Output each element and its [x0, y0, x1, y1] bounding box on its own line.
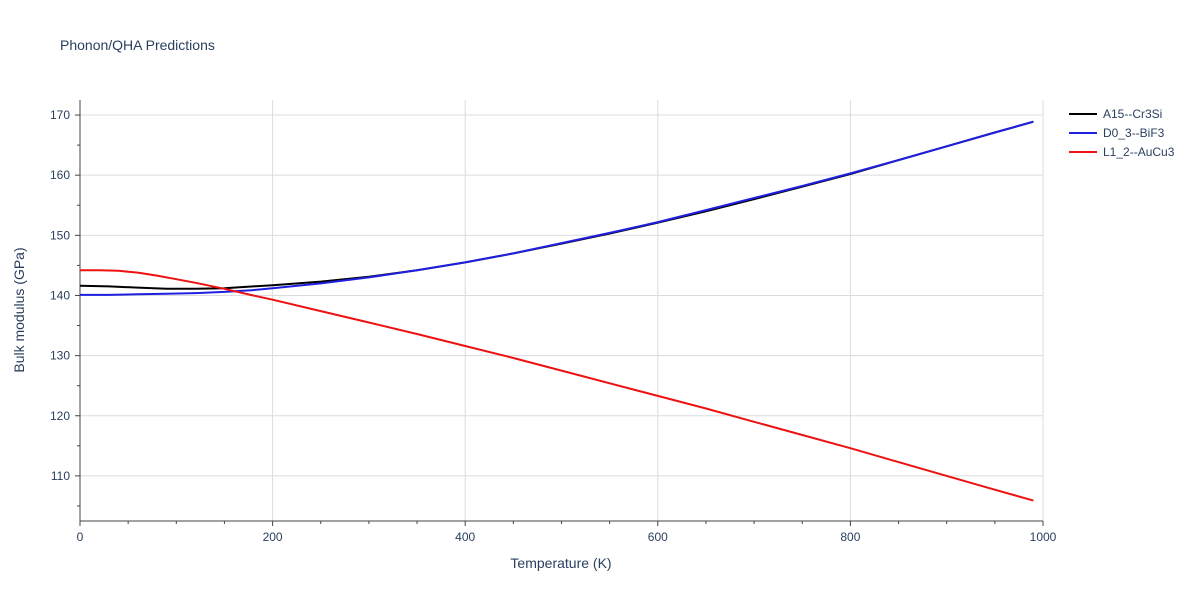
legend-label: A15--Cr3Si [1103, 107, 1162, 121]
x-axis-title: Temperature (K) [510, 555, 611, 571]
legend-item[interactable]: L1_2--AuCu3 [1069, 145, 1175, 159]
legend-item[interactable]: A15--Cr3Si [1069, 107, 1162, 121]
y-tick-label: 150 [50, 228, 70, 242]
legend-label: D0_3--BiF3 [1103, 126, 1165, 140]
x-tick-label: 0 [77, 530, 84, 544]
legend-label: L1_2--AuCu3 [1103, 145, 1175, 159]
legend[interactable]: A15--Cr3Si D0_3--BiF3 L1_2--AuCu3 [1069, 107, 1175, 159]
legend-item[interactable]: D0_3--BiF3 [1069, 126, 1165, 140]
chart-title: Phonon/QHA Predictions [60, 37, 215, 53]
y-tick-label: 110 [51, 469, 70, 483]
series-line-3[interactable] [80, 269, 1034, 502]
series-line-2[interactable] [80, 120, 1034, 296]
x-tick-label: 600 [648, 530, 668, 544]
gridlines [80, 100, 1044, 521]
y-tick-label: 170 [50, 108, 70, 122]
y-tick-label: 130 [50, 349, 70, 363]
y-axis-title: Bulk modulus (GPa) [11, 247, 27, 372]
x-tick-label: 200 [263, 530, 283, 544]
plot-area [79, 120, 1034, 502]
axes: 0 200 400 600 800 1000 110 120 130 140 150 160 170 [50, 100, 1057, 544]
y-tick-label: 140 [50, 288, 70, 302]
series-line-1[interactable] [79, 120, 1034, 290]
x-tick-label: 800 [840, 530, 860, 544]
x-tick-label: 400 [455, 530, 475, 544]
y-tick-label: 120 [50, 409, 70, 423]
x-tick-label: 1000 [1030, 530, 1057, 544]
y-tick-label: 160 [50, 168, 70, 182]
